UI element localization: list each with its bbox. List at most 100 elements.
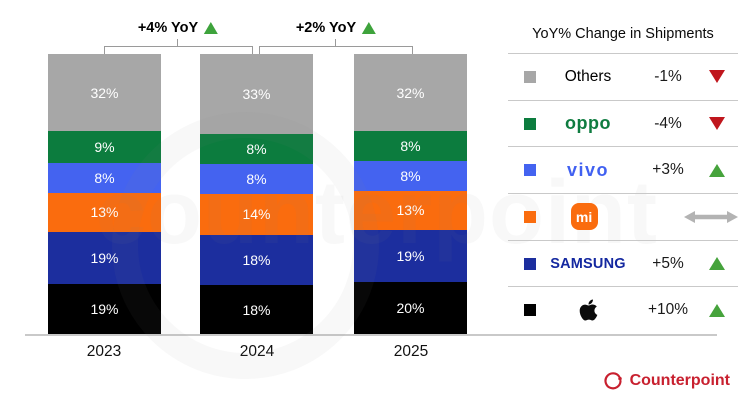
bar-segment-vivo-2024: 8% (200, 163, 313, 194)
segment-value-label: 19% (90, 249, 119, 266)
legend-row-oppo: oppo -4% (508, 99, 738, 147)
segment-value-label: 20% (396, 300, 425, 317)
bar-segment-xiaomi-2025: 13% (354, 190, 467, 231)
bar-segment-others-2023: 32% (48, 54, 161, 132)
brand-logo-cell (536, 298, 640, 322)
legend-title: YoY% Change in Shipments (532, 26, 714, 42)
legend-swatch-apple (524, 304, 536, 317)
double-arrow-icon (684, 210, 738, 223)
segment-value-label: 8% (246, 170, 267, 187)
annotation-label: +2% YoY (295, 20, 357, 36)
trend-down-icon (696, 117, 738, 130)
up-triangle-icon (709, 303, 725, 317)
x-axis-label-2023: 2023 (86, 343, 122, 360)
trend-up-icon (696, 163, 738, 177)
bar-segment-samsung-2024: 18% (200, 235, 313, 286)
segment-value-label: 32% (90, 84, 119, 101)
samsung-logo-text: SAMSUNG (550, 255, 626, 272)
yoy-change-value: +5% (652, 254, 684, 272)
legend-swatch-oppo (524, 117, 536, 130)
trend-up-icon (696, 257, 738, 271)
legend-swatch-xiaomi (524, 210, 536, 223)
apple-logo-icon (579, 299, 597, 321)
bar-2023: 32% 9% 8% 13% 19% 19% (48, 54, 161, 336)
yoy-change-value: -1% (654, 67, 682, 85)
legend-panel: YoY% Change in Shipments Others -1% oppo -4… (508, 15, 738, 333)
bar-segment-samsung-2025: 19% (354, 230, 467, 282)
down-triangle-icon (709, 70, 725, 84)
bar-2025: 32% 8% 8% 13% 19% 20% (354, 54, 467, 336)
x-axis-line (25, 334, 717, 336)
legend-swatch-vivo (524, 164, 536, 177)
brand-logo-cell: mi (536, 203, 632, 231)
brand-logo-cell: oppo (536, 113, 640, 134)
bar-segment-xiaomi-2024: 14% (200, 193, 313, 236)
down-triangle-icon (709, 117, 725, 130)
bar-segment-apple-2023: 19% (48, 283, 161, 336)
legend-row-others: Others -1% (508, 53, 738, 100)
xiaomi-logo-text: mi (575, 208, 593, 225)
trend-up-icon (696, 303, 738, 317)
yoy-annotation-2023-2024: +4% YoY (137, 20, 219, 36)
segment-value-label: 8% (94, 169, 115, 186)
brand-logo-cell: vivo (536, 160, 640, 181)
counterpoint-logo: Counterpoint (603, 371, 730, 391)
bar-segment-vivo-2023: 8% (48, 162, 161, 193)
legend-row-vivo: vivo +3% (508, 146, 738, 193)
bar-segment-oppo-2024: 8% (200, 133, 313, 164)
yoy-change-value: -4% (654, 114, 682, 132)
up-triangle-icon (204, 22, 219, 34)
bracket-2023-2024 (104, 46, 253, 54)
bar-segment-oppo-2025: 8% (354, 131, 467, 161)
bar-segment-oppo-2023: 9% (48, 131, 161, 163)
bar-segment-xiaomi-2023: 13% (48, 192, 161, 233)
counterpoint-logo-text: Counterpoint (629, 372, 730, 389)
oppo-logo-text: oppo (565, 113, 611, 133)
legend-swatch-others (524, 70, 536, 83)
segment-value-label: 8% (400, 137, 421, 154)
up-triangle-icon (709, 163, 725, 177)
segment-value-label: 13% (90, 204, 119, 221)
trend-flat-icon (684, 210, 738, 224)
brand-logo-cell: SAMSUNG (536, 256, 640, 272)
legend-swatch-samsung (524, 257, 536, 270)
segment-value-label: 13% (396, 202, 425, 219)
bar-segment-others-2025: 32% (354, 54, 467, 132)
segment-value-label: 33% (242, 85, 271, 102)
segment-value-label: 14% (242, 206, 271, 223)
segment-value-label: 19% (90, 301, 119, 318)
bar-segment-vivo-2025: 8% (354, 160, 467, 191)
segment-value-label: 19% (396, 247, 425, 264)
legend-row-xiaomi: mi (508, 193, 738, 240)
segment-value-label: 32% (396, 84, 425, 101)
bar-segment-others-2024: 33% (200, 54, 313, 134)
annotation-label: +4% YoY (137, 20, 199, 36)
others-logo-text: Others (564, 67, 612, 85)
brand-logo-cell: Others (536, 68, 640, 86)
bar-segment-apple-2024: 18% (200, 285, 313, 335)
bracket-tick (177, 39, 178, 47)
bar-2024: 33% 8% 8% 14% 18% 18% (200, 54, 313, 335)
legend-row-apple: +10% (508, 286, 738, 333)
x-axis-label-2025: 2025 (393, 343, 429, 360)
legend-rows: Others -1% oppo -4% vivo +3% mi SAMSUNG +5% +10% (508, 53, 738, 333)
x-axis-label-2024: 2024 (239, 343, 275, 360)
bracket-2024-2025 (259, 46, 413, 54)
segment-value-label: 8% (400, 167, 421, 184)
vivo-logo-text: vivo (566, 159, 610, 180)
segment-value-label: 18% (242, 252, 271, 269)
yoy-change-value: +3% (652, 161, 684, 179)
legend-row-samsung: SAMSUNG +5% (508, 239, 738, 287)
bar-segment-samsung-2023: 19% (48, 232, 161, 284)
trend-down-icon (696, 70, 738, 84)
xiaomi-logo-icon: mi (570, 203, 598, 231)
up-triangle-icon (362, 22, 377, 34)
yoy-annotation-2024-2025: +2% YoY (295, 20, 377, 36)
counterpoint-logo-icon (604, 372, 622, 390)
segment-value-label: 18% (242, 302, 271, 319)
segment-value-label: 9% (94, 138, 115, 155)
segment-value-label: 8% (246, 140, 267, 157)
bar-segment-apple-2025: 20% (354, 281, 467, 336)
